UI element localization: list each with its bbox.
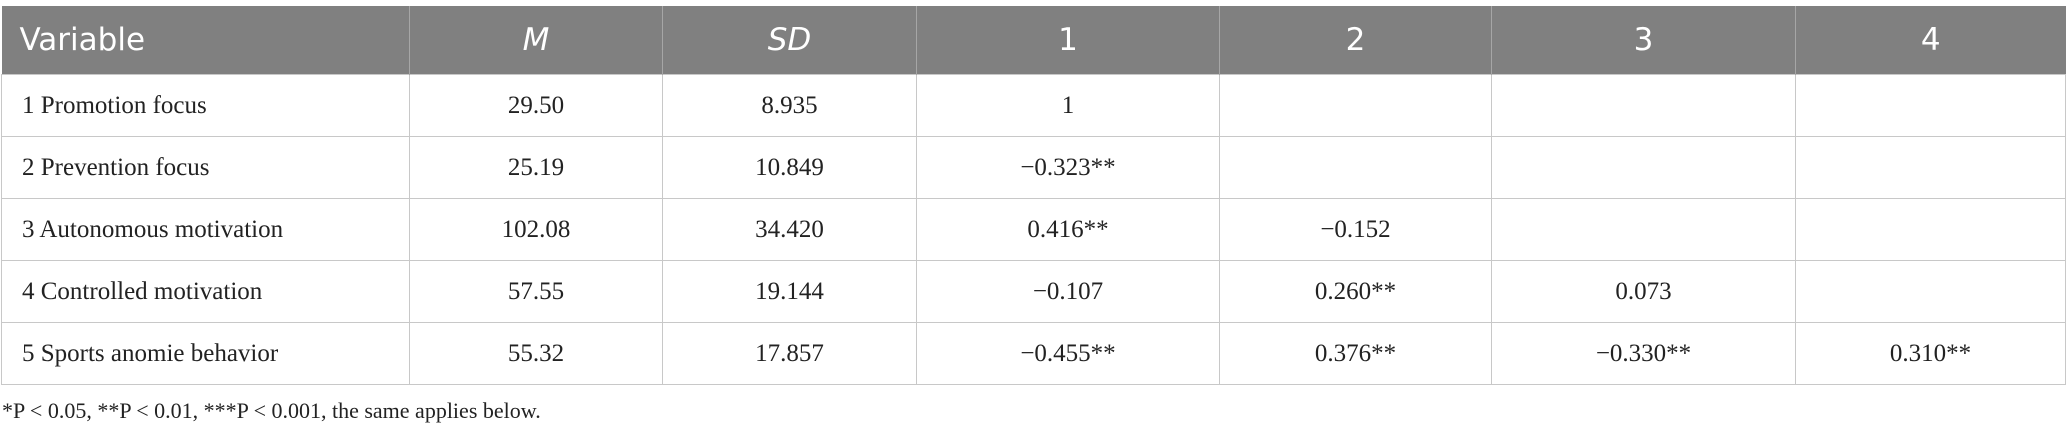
value-cell: 10.849 — [662, 136, 917, 199]
value-cell: 25.19 — [409, 136, 663, 199]
value-cell: 1 — [916, 74, 1220, 137]
value-cell: 0.260** — [1219, 260, 1492, 323]
empty-cell — [1219, 136, 1492, 199]
correlation-table: Variable M SD 1 2 3 4 1 Promotion focus 29.50 8.… — [1, 6, 2066, 385]
header-cell: 4 — [1795, 6, 2066, 75]
value-cell: 0.073 — [1491, 260, 1796, 323]
header-cell: 3 — [1491, 6, 1796, 75]
value-cell: −0.455** — [916, 322, 1220, 385]
variable-cell: 5 Sports anomie behavior — [1, 322, 410, 385]
empty-cell — [1795, 74, 2066, 137]
empty-cell — [1491, 74, 1796, 137]
variable-cell: 1 Promotion focus — [1, 74, 410, 137]
value-cell: 55.32 — [409, 322, 663, 385]
value-cell: 17.857 — [662, 322, 917, 385]
value-cell: 57.55 — [409, 260, 663, 323]
value-cell: 8.935 — [662, 74, 917, 137]
value-cell: −0.107 — [916, 260, 1220, 323]
header-cell: Variable — [1, 6, 410, 75]
header-cell: M — [409, 6, 663, 75]
empty-cell — [1795, 136, 2066, 199]
empty-cell — [1491, 136, 1796, 199]
table-row: 3 Autonomous motivation 102.08 34.420 0.416… — [1, 198, 2066, 261]
header-cell: SD — [662, 6, 917, 75]
value-cell: 34.420 — [662, 198, 917, 261]
value-cell: 0.310** — [1795, 322, 2066, 385]
header-cell: 2 — [1219, 6, 1492, 75]
value-cell: 0.376** — [1219, 322, 1492, 385]
value-cell: 0.416** — [916, 198, 1220, 261]
table-row: 2 Prevention focus 25.19 10.849 −0.323** — [1, 136, 2066, 199]
value-cell: 19.144 — [662, 260, 917, 323]
table-row: 4 Controlled motivation 57.55 19.144 −0.107… — [1, 260, 2066, 323]
variable-cell: 3 Autonomous motivation — [1, 198, 410, 261]
variable-cell: 4 Controlled motivation — [1, 260, 410, 323]
variable-cell: 2 Prevention focus — [1, 136, 410, 199]
table-row: 1 Promotion focus 29.50 8.935 1 — [1, 74, 2066, 137]
table-body: 1 Promotion focus 29.50 8.935 1 2 Prevention… — [1, 74, 2066, 385]
value-cell: −0.323** — [916, 136, 1220, 199]
empty-cell — [1219, 74, 1492, 137]
empty-cell — [1491, 198, 1796, 261]
empty-cell — [1795, 198, 2066, 261]
empty-cell — [1795, 260, 2066, 323]
footnote: *P < 0.05, **P < 0.01, ***P < 0.001, the… — [2, 398, 541, 423]
value-cell: −0.330** — [1491, 322, 1796, 385]
table-row: 5 Sports anomie behavior 55.32 17.857 −0.45… — [1, 322, 2066, 385]
header-row: Variable M SD 1 2 3 4 — [1, 6, 2066, 75]
value-cell: 102.08 — [409, 198, 663, 261]
value-cell: 29.50 — [409, 74, 663, 137]
header-cell: 1 — [916, 6, 1220, 75]
value-cell: −0.152 — [1219, 198, 1492, 261]
